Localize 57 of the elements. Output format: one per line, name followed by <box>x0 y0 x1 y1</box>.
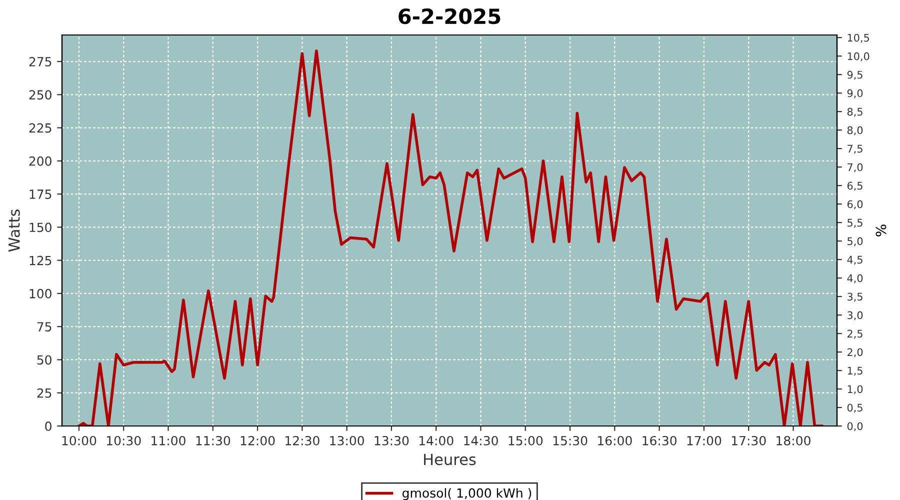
y2-tick-label: 7,5 <box>848 144 862 154</box>
y2-tick-label: 2,0 <box>847 348 863 358</box>
y2-tick-label: 0,0 <box>847 422 863 432</box>
y2-axis-title: % <box>876 224 886 236</box>
y-tick-label: 250 <box>29 90 52 100</box>
chart-title: 6-2-2025 <box>398 8 500 24</box>
x-tick-label: 17:00 <box>687 436 722 446</box>
y2-tick-label: 3,5 <box>848 292 862 302</box>
y-tick-label: 125 <box>30 256 52 266</box>
y2-tick-label: 9,0 <box>847 89 863 98</box>
x-tick-label: 12:30 <box>286 436 320 446</box>
x-tick-label: 10:30 <box>106 436 141 446</box>
y-tick-label: 50 <box>37 355 52 365</box>
x-tick-label: 11:30 <box>196 436 230 446</box>
x-tick-label: 18:00 <box>776 436 810 446</box>
y-tick-label: 200 <box>29 156 52 166</box>
y2-tick-label: 1,0 <box>848 385 863 394</box>
x-tick-label: 16:00 <box>598 436 632 446</box>
y2-tick-label: 6,0 <box>847 200 863 210</box>
y-tick-label: 100 <box>30 288 52 298</box>
legend-label: gmosol( 1,000 kWh ) <box>402 488 532 500</box>
y-tick-label: 175 <box>30 190 52 199</box>
y-tick-label: 25 <box>37 388 52 398</box>
y2-tick-label: 5,5 <box>848 218 862 228</box>
y-tick-label: 275 <box>29 56 52 66</box>
y2-tick-label: 0,5 <box>847 404 862 413</box>
x-axis-title: Heures <box>424 454 476 466</box>
y-tick-label: 150 <box>30 222 52 232</box>
y2-tick-label: 8,5 <box>847 108 862 117</box>
x-tick-label: 17:30 <box>732 436 766 446</box>
y2-tick-label: 8,0 <box>847 126 863 136</box>
y2-tick-label: 6,5 <box>847 182 862 191</box>
y2-tick-label: 3,0 <box>848 311 863 320</box>
x-tick-label: 15:30 <box>553 436 588 446</box>
line-series <box>78 50 824 426</box>
x-tick-label: 13:00 <box>330 436 364 446</box>
x-tick-label: 14:30 <box>464 436 498 446</box>
y2-tick-label: 2,5 <box>847 330 862 339</box>
x-tick-label: 13:30 <box>374 436 409 446</box>
x-tick-label: 14:00 <box>419 436 454 446</box>
y2-tick-label: 10,5 <box>848 34 870 43</box>
y2-tick-label: 4,0 <box>847 274 863 284</box>
y2-tick-label: 1,5 <box>848 366 862 376</box>
y2-tick-label: 10,0 <box>848 52 870 62</box>
y-axis-title: Watts <box>8 210 20 252</box>
y-tick-label: 225 <box>29 123 52 133</box>
x-tick-label: 11:00 <box>152 436 186 446</box>
y2-tick-label: 4,5 <box>847 256 862 265</box>
y2-tick-label: 7,0 <box>848 163 863 172</box>
x-tick-label: 10:00 <box>62 436 96 446</box>
x-tick-label: 12:00 <box>240 436 275 446</box>
y2-tick-label: 5,0 <box>848 237 863 246</box>
x-tick-label: 15:00 <box>508 436 543 446</box>
y-tick-label: 75 <box>37 322 52 332</box>
x-tick-label: 16:30 <box>642 436 677 446</box>
y-tick-label: 0 <box>45 421 52 431</box>
y2-tick-label: 9,5 <box>847 70 862 80</box>
